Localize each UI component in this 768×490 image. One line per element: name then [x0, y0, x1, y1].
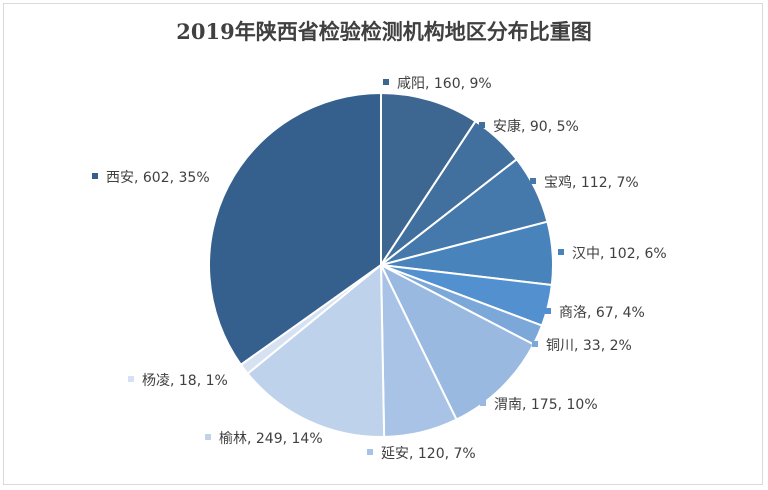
- legend-marker-宝鸡: [530, 178, 536, 184]
- legend-marker-延安: [367, 449, 373, 455]
- data-label-铜川: 铜川, 33, 2%: [546, 338, 632, 354]
- legend-marker-咸阳: [383, 79, 389, 85]
- data-label-杨凌: 杨凌, 18, 1%: [142, 373, 228, 389]
- data-label-安康: 安康, 90, 5%: [493, 118, 579, 135]
- data-label-榆林: 榆林, 249, 14%: [219, 431, 323, 447]
- legend-marker-榆林: [205, 434, 211, 440]
- data-label-西安: 西安, 602, 35%: [106, 170, 210, 186]
- legend-marker-铜川: [532, 341, 538, 347]
- data-label-宝鸡: 宝鸡, 112, 7%: [544, 174, 639, 191]
- pie-slice-咸阳: [380, 91, 477, 269]
- labels-group: 咸阳, 160, 9% 安康, 90, 5% 宝鸡, 112, 7% 汉中, 102,…: [92, 76, 667, 462]
- legend-marker-商洛: [545, 308, 551, 314]
- chart-title: 2019年陕西省检验检测机构地区分布比重图: [176, 19, 591, 44]
- legend-marker-安康: [479, 122, 485, 128]
- slices-group: [208, 91, 554, 438]
- pie-slice-渭南: [378, 262, 535, 421]
- legend-marker-西安: [92, 173, 98, 179]
- data-label-汉中: 汉中, 102, 6%: [572, 246, 667, 262]
- data-label-商洛: 商洛, 67, 4%: [559, 305, 645, 321]
- data-label-咸阳: 咸阳, 160, 9%: [397, 76, 492, 92]
- legend-marker-杨凌: [128, 376, 134, 382]
- legend-marker-渭南: [480, 400, 486, 406]
- data-label-渭南: 渭南, 175, 10%: [494, 397, 598, 413]
- data-label-延安: 延安, 120, 7%: [381, 446, 476, 462]
- pie-slice-榆林: [246, 262, 386, 438]
- legend-marker-汉中: [558, 249, 564, 255]
- pie-slice-西安: [208, 91, 382, 367]
